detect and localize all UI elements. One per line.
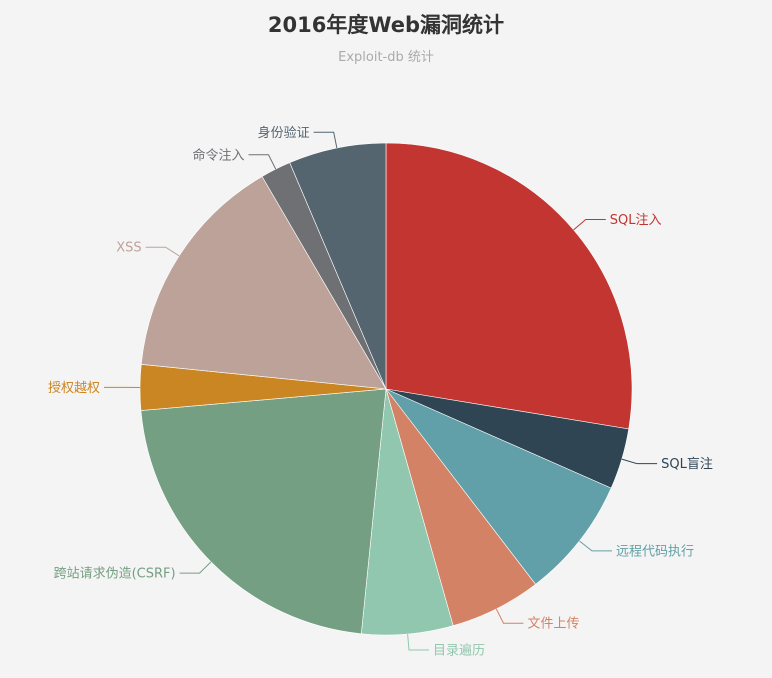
label-line-8: [248, 154, 277, 170]
pie-slice-2[interactable]: [385, 388, 612, 585]
slice-label-8: 命令注入: [193, 147, 245, 163]
slice-label-2: 远程代码执行: [616, 544, 694, 559]
slice-label-1: SQL盲注: [661, 456, 713, 472]
label-line-9: [313, 131, 338, 149]
label-line-2: [579, 540, 613, 552]
slice-label-6: 授权越权: [48, 380, 100, 396]
label-line-0: [573, 218, 606, 231]
pie-slice-5[interactable]: [140, 388, 387, 635]
label-line-4: [407, 634, 430, 651]
slice-label-3: 文件上传: [527, 617, 579, 632]
slice-label-9: 身份验证: [258, 125, 310, 141]
chart-title: 2016年度Web漏洞统计: [267, 13, 505, 37]
label-line-7: [145, 246, 180, 257]
slice-label-0: SQL注入: [610, 213, 662, 228]
label-line-3: [495, 608, 524, 624]
slice-label-5: 跨站请求伪造(CSRF): [54, 567, 176, 582]
slice-label-4: 目录遍历: [433, 642, 485, 658]
chart-subtitle: Exploit-db 统计: [338, 50, 434, 65]
pie-slice-0[interactable]: [385, 142, 633, 430]
label-line-5: [179, 561, 212, 574]
label-line-1: [621, 458, 658, 465]
slice-label-7: XSS: [116, 241, 141, 256]
